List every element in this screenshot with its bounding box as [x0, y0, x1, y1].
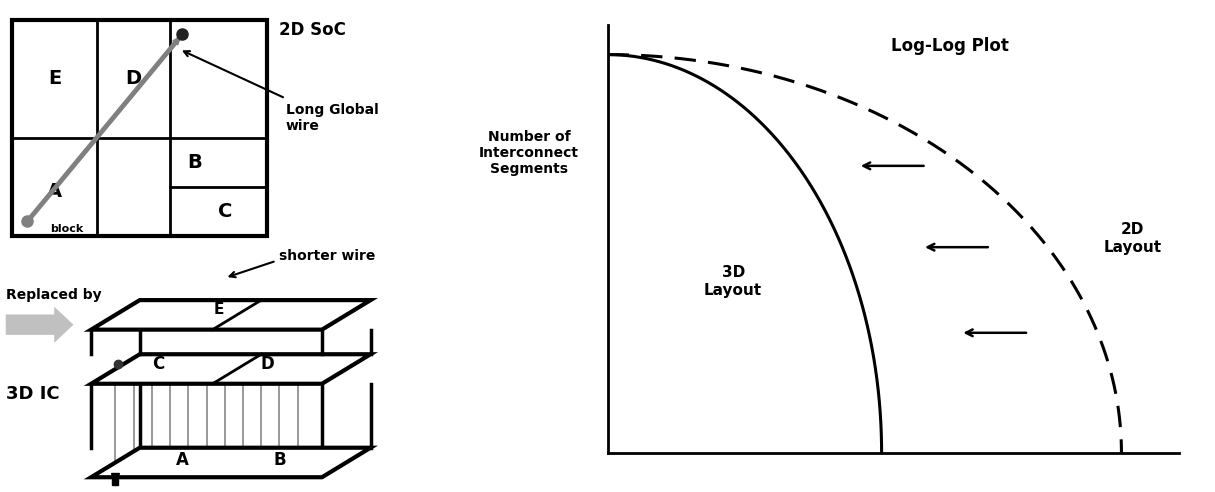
FancyArrow shape	[6, 308, 73, 342]
Bar	[12, 20, 267, 236]
Text: D: D	[125, 69, 142, 88]
Text: shorter wire: shorter wire	[279, 249, 375, 263]
Text: Number of
Interconnect
Segments: Number of Interconnect Segments	[479, 130, 578, 176]
Text: B: B	[187, 153, 202, 172]
Text: C: C	[152, 355, 164, 373]
Text: C: C	[217, 202, 232, 221]
Text: 2D SoC: 2D SoC	[279, 21, 346, 38]
Polygon shape	[91, 448, 371, 477]
Text: Replaced by: Replaced by	[6, 288, 102, 302]
Text: B: B	[273, 451, 286, 469]
Text: A: A	[176, 451, 188, 469]
Text: 3D IC: 3D IC	[6, 385, 60, 402]
Text: 2D
Layout: 2D Layout	[1103, 222, 1162, 255]
Text: E: E	[214, 303, 224, 317]
Text: Log-Log Plot: Log-Log Plot	[891, 37, 1010, 56]
Polygon shape	[91, 300, 371, 330]
Text: block: block	[50, 224, 84, 234]
Text: D: D	[260, 355, 275, 373]
Text: A: A	[47, 183, 62, 201]
Text: E: E	[49, 69, 61, 88]
Text: 3D
Layout: 3D Layout	[703, 265, 762, 298]
Polygon shape	[91, 354, 371, 384]
Text: Long Global
wire: Long Global wire	[286, 103, 378, 133]
